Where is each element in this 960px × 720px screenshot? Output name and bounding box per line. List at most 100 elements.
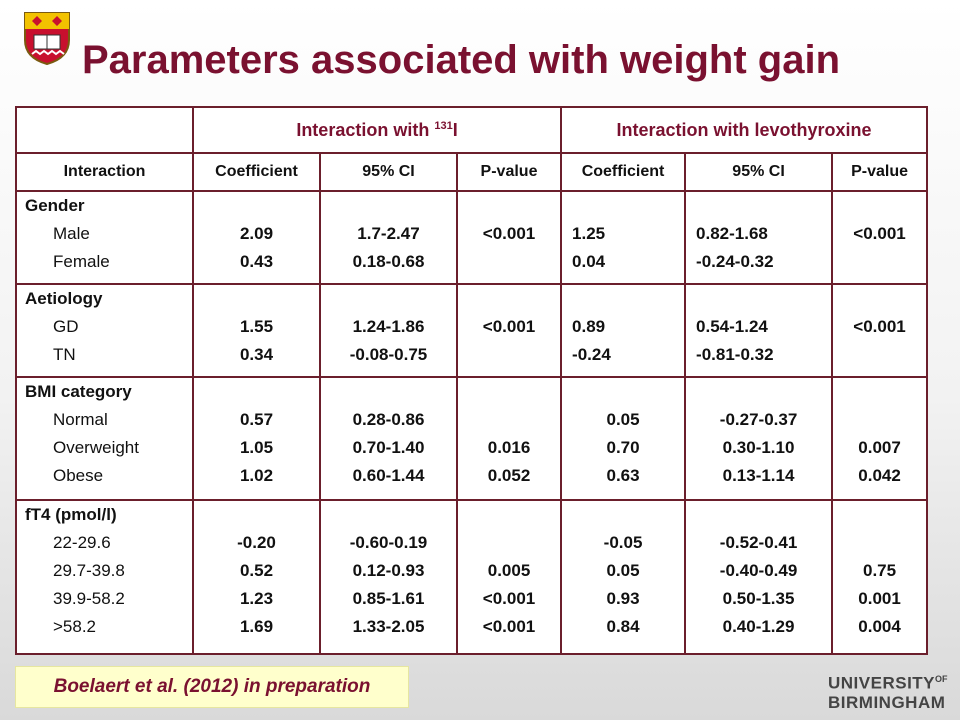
coefficient-cell: -0.20 0.52 1.23 1.69 bbox=[192, 499, 321, 655]
logo-line-2: BIRMINGHAM bbox=[828, 692, 946, 712]
coefficient-value: 1.55 bbox=[239, 317, 274, 337]
group-header-radioiodine: Interaction with 131I bbox=[191, 106, 563, 154]
interaction-cell: BMI category Normal Overweight Obese bbox=[15, 376, 194, 502]
block-label: Gender bbox=[25, 196, 85, 215]
p-value-cell: 0.005 <0.001 <0.001 bbox=[455, 499, 563, 655]
coefficient-value: 0.05 bbox=[606, 561, 640, 581]
p-value-cell: 0.75 0.001 0.004 bbox=[831, 499, 929, 655]
parameters-table: Interaction with 131I Interaction with l… bbox=[15, 106, 929, 655]
column-header-row: Interaction Coefficient 95% CI P-value C… bbox=[15, 152, 929, 192]
ci-value: -0.81-0.32 bbox=[696, 345, 774, 365]
ci-value: 0.12-0.93 bbox=[352, 561, 425, 581]
ci-value: 0.13-1.14 bbox=[722, 466, 795, 486]
p-value-cell: <0.001 bbox=[831, 283, 929, 379]
ci-value: -0.52-0.41 bbox=[719, 533, 798, 553]
block-label: BMI category bbox=[25, 382, 132, 402]
row-label: Male bbox=[53, 224, 90, 243]
table-block-bmi: BMI category Normal Overweight Obese 0.5… bbox=[15, 376, 929, 502]
ci-value: 0.85-1.61 bbox=[352, 589, 425, 609]
p-value: <0.001 bbox=[853, 317, 906, 337]
coefficient-value: 0.43 bbox=[239, 252, 274, 271]
row-label: 39.9-58.2 bbox=[53, 589, 125, 609]
coefficient-value: 1.23 bbox=[239, 589, 274, 609]
row-label: TN bbox=[53, 345, 76, 365]
row-label: 22-29.6 bbox=[53, 533, 111, 553]
p-value-cell: <0.001 bbox=[455, 283, 563, 379]
row-label: >58.2 bbox=[53, 617, 97, 637]
column-header: P-value bbox=[455, 152, 563, 192]
ci-value: 0.50-1.35 bbox=[722, 589, 795, 609]
coefficient-value: 0.57 bbox=[239, 410, 274, 430]
coefficient-value: 1.05 bbox=[239, 438, 274, 458]
ci-cell: 0.54-1.24 -0.81-0.32 bbox=[684, 283, 834, 379]
ci-value: 1.33-2.05 bbox=[352, 617, 425, 637]
isotope-superscript: 131 bbox=[434, 119, 453, 132]
coefficient-value: 0.93 bbox=[606, 589, 640, 609]
p-value: 0.005 bbox=[487, 561, 531, 581]
ci-cell: -0.60-0.19 0.12-0.93 0.85-1.61 1.33-2.05 bbox=[319, 499, 458, 655]
group-header-row: Interaction with 131I Interaction with l… bbox=[15, 106, 929, 154]
coefficient-value: 0.89 bbox=[572, 317, 606, 337]
logo-university-text: UNIVERSITY bbox=[828, 673, 936, 693]
p-value-cell: 0.016 0.052 bbox=[455, 376, 563, 502]
block-label: Aetiology bbox=[25, 289, 103, 309]
ci-value: -0.27-0.37 bbox=[719, 410, 798, 430]
logo-of-text: OF bbox=[935, 674, 948, 684]
ci-cell: 0.28-0.86 0.70-1.40 0.60-1.44 bbox=[319, 376, 458, 502]
coefficient-value: 1.02 bbox=[239, 466, 274, 486]
coefficient-value: 0.70 bbox=[606, 438, 640, 458]
ci-value: 1.24-1.86 bbox=[352, 317, 425, 337]
table-block-ft4: fT4 (pmol/l) 22-29.6 29.7-39.8 39.9-58.2… bbox=[15, 499, 929, 655]
ci-cell: 1.7-2.47 0.18-0.68 bbox=[319, 189, 458, 286]
university-logo: UNIVERSITYOF BIRMINGHAM bbox=[828, 670, 948, 712]
p-value: <0.001 bbox=[482, 317, 536, 337]
coefficient-value: 0.52 bbox=[239, 561, 274, 581]
table-block-aetiology: Aetiology GD TN 1.55 0.34 1.24-1.86 -0.0… bbox=[15, 283, 929, 379]
p-value-cell: <0.001 bbox=[831, 189, 929, 286]
row-label: GD bbox=[53, 317, 79, 337]
column-header: 95% CI bbox=[684, 152, 834, 192]
coefficient-value: 0.84 bbox=[606, 617, 640, 637]
coefficient-cell: 0.57 1.05 1.02 bbox=[192, 376, 321, 502]
table-block-gender: Gender Male Female 2.09 0.43 1.7-2.47 0.… bbox=[15, 189, 929, 286]
coefficient-cell: 0.05 0.70 0.63 bbox=[560, 376, 687, 502]
coefficient-value: 0.63 bbox=[606, 466, 640, 486]
ci-value: 0.30-1.10 bbox=[722, 438, 795, 458]
p-value: <0.001 bbox=[482, 224, 536, 243]
coefficient-value: 2.09 bbox=[239, 224, 274, 243]
coefficient-value: 0.34 bbox=[239, 345, 274, 365]
coefficient-value: 1.69 bbox=[239, 617, 274, 637]
ci-value: 0.82-1.68 bbox=[696, 224, 768, 243]
column-header: Coefficient bbox=[192, 152, 321, 192]
coefficient-cell: -0.05 0.05 0.93 0.84 bbox=[560, 499, 687, 655]
coefficient-value: 1.25 bbox=[572, 224, 606, 243]
ci-value: 0.18-0.68 bbox=[352, 252, 425, 271]
column-header: P-value bbox=[831, 152, 929, 192]
p-value: 0.042 bbox=[858, 466, 901, 486]
p-value: 0.75 bbox=[863, 561, 897, 581]
empty-header-cell bbox=[15, 106, 194, 154]
p-value: <0.001 bbox=[482, 617, 536, 637]
p-value: 0.001 bbox=[858, 589, 901, 609]
coefficient-value: 0.04 bbox=[572, 252, 606, 271]
coefficient-value: -0.20 bbox=[237, 533, 276, 553]
ci-cell: -0.52-0.41 -0.40-0.49 0.50-1.35 0.40-1.2… bbox=[684, 499, 834, 655]
coefficient-value: 0.05 bbox=[606, 410, 640, 430]
p-value: <0.001 bbox=[853, 224, 906, 243]
interaction-cell: Aetiology GD TN bbox=[15, 283, 194, 379]
ci-cell: -0.27-0.37 0.30-1.10 0.13-1.14 bbox=[684, 376, 834, 502]
interaction-cell: fT4 (pmol/l) 22-29.6 29.7-39.8 39.9-58.2… bbox=[15, 499, 194, 655]
slide-title: Parameters associated with weight gain bbox=[82, 38, 841, 82]
column-header: Interaction bbox=[15, 152, 194, 192]
ci-value: 0.60-1.44 bbox=[352, 466, 425, 486]
p-value-cell: 0.007 0.042 bbox=[831, 376, 929, 502]
row-label: Female bbox=[53, 252, 110, 271]
interaction-cell: Gender Male Female bbox=[15, 189, 194, 286]
ci-value: -0.08-0.75 bbox=[349, 345, 428, 365]
p-value-cell: <0.001 bbox=[455, 189, 563, 286]
p-value: 0.004 bbox=[858, 617, 901, 637]
logo-line-1: UNIVERSITYOF bbox=[828, 670, 948, 693]
ci-value: 0.40-1.29 bbox=[722, 617, 795, 637]
university-crest-icon bbox=[24, 12, 70, 66]
coefficient-cell: 1.55 0.34 bbox=[192, 283, 321, 379]
